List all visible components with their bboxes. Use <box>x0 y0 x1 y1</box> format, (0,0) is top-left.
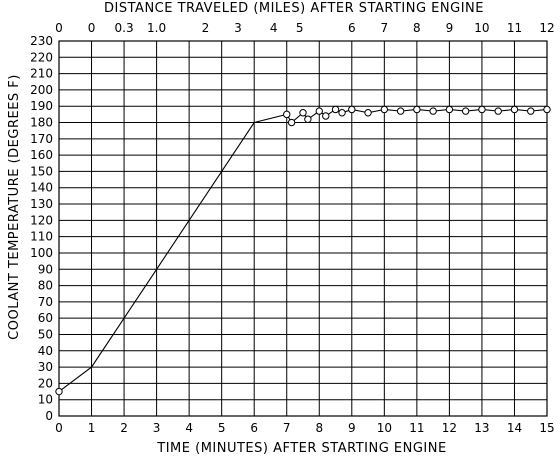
top-tick-label: 3 <box>234 21 242 35</box>
y-axis-title: COOLANT TEMPERATURE (DEGREES F) <box>7 74 22 340</box>
top-tick-label: 0 <box>88 21 96 35</box>
top-tick-label: 10 <box>474 21 489 35</box>
x-tick-label: 1 <box>88 421 96 435</box>
y-tick-label: 130 <box>30 197 53 211</box>
top-tick-label: 7 <box>381 21 389 35</box>
data-point <box>461 107 470 115</box>
data-point <box>445 105 454 114</box>
x-tick-label: 14 <box>507 421 522 435</box>
top-tick-label: 4 <box>270 21 278 35</box>
y-tick-label: 110 <box>30 230 53 244</box>
x-tick-label: 11 <box>409 421 424 435</box>
y-tick-label: 70 <box>38 295 53 309</box>
y-tick-label: 120 <box>30 213 53 227</box>
x-tick-label: 7 <box>283 421 291 435</box>
top-tick-label: 11 <box>507 21 522 35</box>
top-tick-label: 12 <box>539 21 554 35</box>
y-tick-label: 140 <box>30 181 53 195</box>
data-point <box>322 112 330 120</box>
y-tick-label: 80 <box>38 279 53 293</box>
y-tick-label: 50 <box>38 327 53 341</box>
x-tick-label: 8 <box>315 421 323 435</box>
data-point <box>348 105 356 114</box>
data-point <box>510 105 519 114</box>
y-tick-label: 90 <box>38 262 53 276</box>
top-tick-label: 9 <box>446 21 454 35</box>
data-point <box>543 105 551 114</box>
data-point <box>478 105 486 114</box>
x-tick-label: 0 <box>55 421 63 435</box>
top-tick-label: 6 <box>348 21 356 35</box>
data-point <box>429 107 437 115</box>
x-tick-label: 6 <box>250 421 258 435</box>
x-tick-label: 2 <box>120 421 128 435</box>
x-tick-label: 15 <box>539 421 554 435</box>
data-point <box>364 109 372 117</box>
y-tick-label: 210 <box>30 67 53 81</box>
data-point <box>55 387 63 396</box>
y-tick-label: 170 <box>30 132 53 146</box>
data-point <box>413 105 421 114</box>
top-axis-title: DISTANCE TRAVELED (MILES) AFTER STARTING… <box>104 1 484 16</box>
y-tick-label: 200 <box>30 83 53 97</box>
data-point <box>304 115 312 123</box>
y-tick-label: 30 <box>38 360 53 374</box>
data-point <box>396 107 405 115</box>
y-tick-label: 40 <box>38 344 53 358</box>
top-tick-label: 8 <box>413 21 421 35</box>
x-tick-label: 9 <box>348 421 356 435</box>
data-point <box>331 105 340 114</box>
top-tick-label: 0.3 <box>115 21 134 35</box>
data-point <box>287 118 296 127</box>
y-axis-ticks: 0 10 20 30 40 50 60 70 80 90 100 110 120 130 140 150 160… <box>30 34 53 423</box>
top-tick-label: 2 <box>202 21 210 35</box>
x-axis-ticks: 0 1 2 3 4 5 6 7 8 9 10 11 12 13 14 15 <box>55 421 554 435</box>
series-layer <box>55 105 551 396</box>
x-tick-label: 12 <box>442 421 457 435</box>
x-tick-label: 10 <box>377 421 392 435</box>
top-axis-ticks: 0 0 0.3 1.0 2 3 4 5 6 7 8 9 10 11 12 <box>55 21 554 35</box>
y-tick-label: 100 <box>30 246 53 260</box>
data-point <box>494 107 502 115</box>
data-point <box>527 107 535 115</box>
top-tick-label: 1.0 <box>147 21 166 35</box>
y-tick-label: 10 <box>38 393 53 407</box>
y-tick-label: 230 <box>30 34 53 48</box>
x-tick-label: 4 <box>185 421 193 435</box>
y-tick-label: 190 <box>30 99 53 113</box>
y-tick-label: 20 <box>38 376 53 390</box>
data-point <box>338 109 346 117</box>
plot-frame <box>58 40 548 417</box>
y-tick-label: 160 <box>30 148 53 162</box>
series-line <box>58 108 548 392</box>
x-tick-label: 13 <box>474 421 489 435</box>
top-tick-label: 0 <box>55 21 63 35</box>
x-tick-label: 3 <box>153 421 161 435</box>
y-tick-label: 0 <box>45 409 53 423</box>
data-point <box>283 110 291 119</box>
data-point <box>299 109 307 117</box>
y-tick-label: 150 <box>30 164 53 178</box>
data-point <box>380 105 389 114</box>
x-tick-label: 5 <box>218 421 226 435</box>
x-axis-title: TIME (MINUTES) AFTER STARTING ENGINE <box>156 441 446 456</box>
plot-grid <box>58 40 548 417</box>
y-tick-label: 180 <box>30 116 53 130</box>
y-tick-label: 60 <box>38 311 53 325</box>
y-tick-label: 220 <box>30 50 53 64</box>
data-point <box>315 107 323 115</box>
top-tick-label: 5 <box>296 21 304 35</box>
